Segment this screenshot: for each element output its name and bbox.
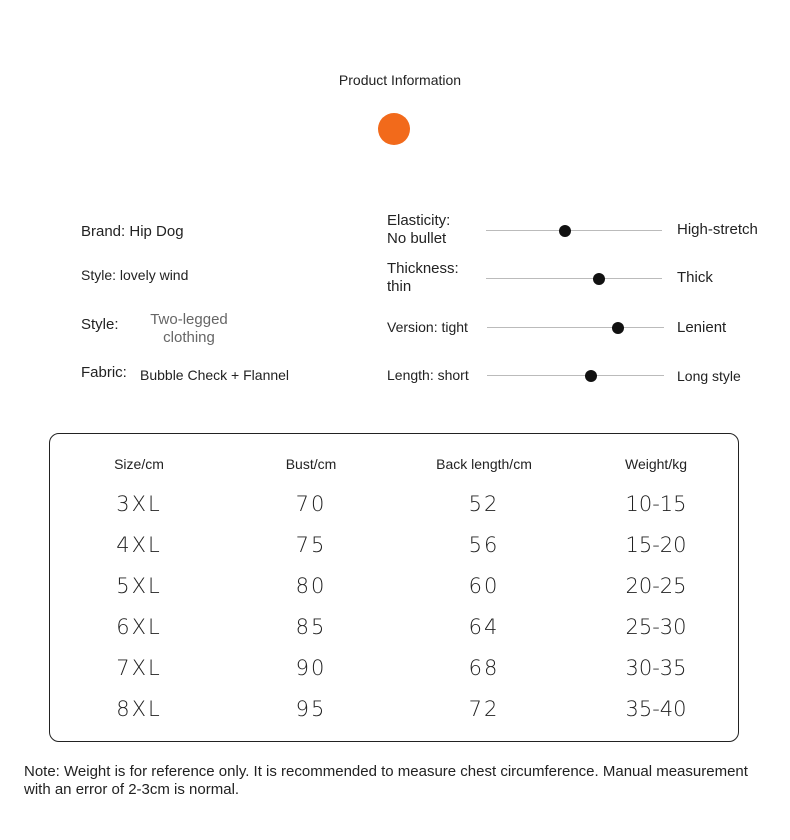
page-title: Product Information: [338, 72, 462, 88]
table-cell-bust: 90: [295, 656, 327, 680]
slider-left-line-2: thin: [387, 278, 412, 295]
table-header-size: Size/cm: [114, 456, 164, 472]
table-cell-weight: 25-30: [625, 615, 687, 639]
style-value-line-1: Two-legged: [150, 311, 228, 328]
style-value-2: Two-legged clothing: [135, 311, 243, 347]
table-cell-back-length: 60: [468, 574, 500, 598]
fabric-value: Bubble Check + Flannel: [140, 367, 290, 383]
fabric-label: Fabric:: [81, 364, 127, 381]
table-cell-back-length: 68: [468, 656, 500, 680]
slider-track: [487, 375, 664, 376]
table-cell-bust: 75: [295, 533, 327, 557]
table-cell-size: 3XL: [116, 492, 162, 516]
table-header-weight: Weight/kg: [625, 456, 687, 472]
table-cell-weight: 15-20: [625, 533, 687, 557]
table-cell-bust: 70: [295, 492, 327, 516]
table-cell-size: 5XL: [116, 574, 162, 598]
table-cell-size: 8XL: [116, 697, 162, 721]
slider-knob: [559, 225, 572, 237]
table-cell-bust: 80: [295, 574, 327, 598]
table-cell-size: 6XL: [116, 615, 162, 639]
slider-right-label: Thick: [677, 269, 713, 286]
brand-label: Brand: Hip Dog: [81, 223, 184, 240]
slider-track: [486, 230, 662, 231]
slider-left-label: Length: short: [387, 367, 469, 383]
table-cell-back-length: 52: [468, 492, 500, 516]
accent-dot: [378, 113, 410, 145]
slider-left-line-1: Elasticity:: [387, 212, 451, 229]
table-cell-back-length: 64: [468, 615, 500, 639]
slider-track: [486, 278, 662, 279]
slider-knob: [611, 322, 624, 334]
slider-left-label: Elasticity: No bullet: [387, 212, 450, 248]
slider-right-label: Lenient: [677, 319, 727, 336]
table-cell-size: 4XL: [116, 533, 162, 557]
slider-left-line-2: No bullet: [387, 230, 447, 247]
slider-right-label: High-stretch: [677, 221, 758, 238]
table-cell-bust: 95: [295, 697, 327, 721]
size-table: [49, 433, 739, 742]
style-label-2: Style:: [81, 316, 119, 333]
slider-track: [487, 327, 664, 328]
table-cell-weight: 10-15: [625, 492, 687, 516]
table-cell-weight: 30-35: [625, 656, 687, 680]
style-label-1: Style: lovely wind: [81, 267, 189, 283]
table-cell-back-length: 72: [468, 697, 500, 721]
table-cell-bust: 85: [295, 615, 327, 639]
table-cell-back-length: 56: [468, 533, 500, 557]
slider-knob: [585, 370, 598, 382]
footnote: Note: Weight is for reference only. It i…: [24, 763, 748, 798]
slider-left-label: Thickness: thin: [387, 260, 459, 296]
style-value-line-2: clothing: [163, 329, 215, 346]
slider-right-label: Long style: [677, 368, 741, 384]
slider-left-label: Version: tight: [387, 319, 468, 335]
slider-knob: [592, 273, 605, 285]
table-cell-weight: 20-25: [625, 574, 687, 598]
table-cell-size: 7XL: [116, 656, 162, 680]
table-cell-weight: 35-40: [625, 697, 687, 721]
slider-left-line-1: Thickness:: [387, 260, 459, 277]
table-header-back-length: Back length/cm: [436, 456, 532, 472]
table-header-bust: Bust/cm: [285, 456, 337, 472]
